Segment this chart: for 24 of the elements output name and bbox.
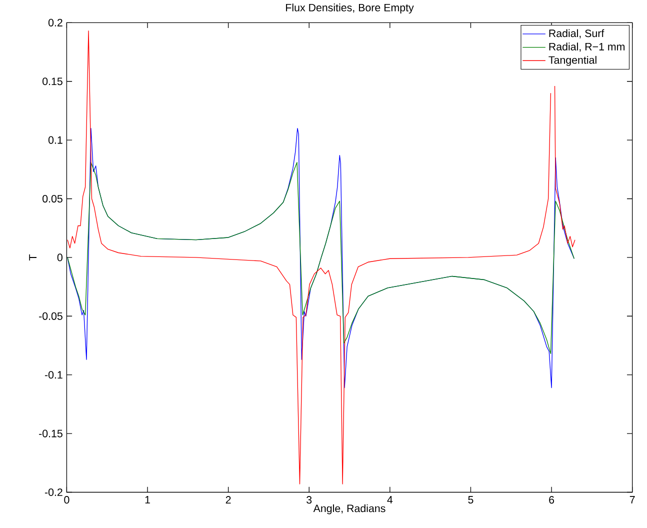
line-series (67, 162, 574, 354)
y-tick-label: -0.15 (39, 430, 62, 438)
y-tick-label: -0.05 (39, 312, 62, 320)
x-tick-label: 5 (468, 496, 474, 504)
y-axis-title: T (29, 254, 37, 260)
x-tick-label: 6 (549, 496, 554, 504)
x-tick-label: 2 (226, 496, 231, 504)
legend-label: Tangential (548, 56, 596, 66)
chart-title: Flux Densities, Bore Empty (286, 3, 414, 14)
legend-label: Radial, Surf (549, 29, 604, 38)
x-tick-label: 3 (306, 496, 312, 504)
x-axis-title: Angle, Radians (313, 504, 386, 514)
x-tick-label: 0 (64, 496, 70, 504)
legend-label: Radial, R−1 mm (549, 42, 624, 52)
x-tick-label: 4 (387, 496, 393, 504)
y-tick-label: 0.2 (48, 18, 62, 26)
x-tick-label: 1 (145, 496, 150, 504)
y-tick-label: 0.05 (42, 194, 62, 202)
y-tick-label: 0 (57, 254, 62, 262)
x-tick-label: 7 (630, 496, 635, 504)
y-tick-label: -0.2 (44, 488, 62, 496)
y-tick-label: -0.1 (44, 370, 62, 378)
y-tick-label: 0.1 (48, 136, 62, 144)
y-tick-label: 0.15 (42, 77, 62, 86)
